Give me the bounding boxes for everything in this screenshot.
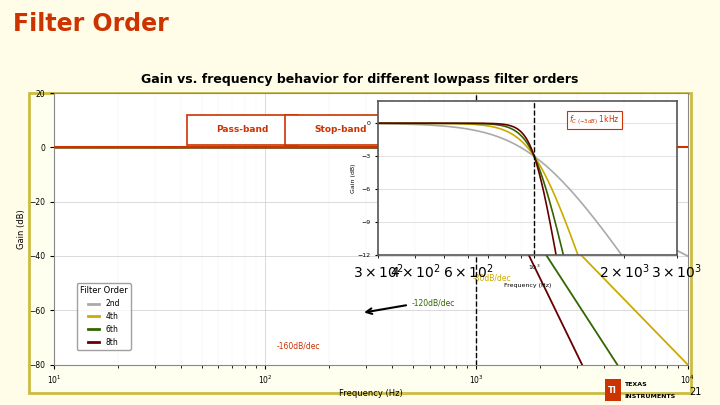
- Line: 4th: 4th: [54, 147, 688, 364]
- Text: TEXAS: TEXAS: [624, 382, 647, 387]
- 2nd: [603, 212, 611, 217]
- 2nd: [292, 145, 301, 150]
- 8th: [292, 145, 301, 150]
- Text: Gain vs. frequency behavior for different lowpass filter orders: Gain vs. frequency behavior for differen…: [141, 73, 579, 86]
- 4th: [603, 279, 611, 284]
- 8th: [160, 145, 168, 150]
- 6th: [603, 346, 611, 351]
- FancyBboxPatch shape: [285, 115, 396, 145]
- Line: 6th: 6th: [54, 147, 688, 405]
- Text: -80dB/dec: -80dB/dec: [472, 273, 510, 282]
- 2nd: [320, 145, 329, 150]
- Legend: 2nd, 4th, 6th, 8th: 2nd, 4th, 6th, 8th: [77, 284, 131, 350]
- Y-axis label: Gain (dB): Gain (dB): [351, 164, 356, 193]
- 2nd: [683, 254, 692, 258]
- Text: INSTRUMENTS: INSTRUMENTS: [624, 394, 675, 399]
- 6th: [50, 145, 58, 150]
- 6th: [122, 145, 130, 150]
- Y-axis label: Gain (dB): Gain (dB): [17, 209, 26, 249]
- X-axis label: Frequency (Hz): Frequency (Hz): [339, 389, 402, 398]
- 2nd: [50, 145, 58, 150]
- Text: Filter Order: Filter Order: [13, 12, 168, 36]
- 4th: [683, 362, 692, 367]
- 6th: [320, 145, 329, 150]
- Text: -40dB/dec: -40dB/dec: [532, 230, 571, 239]
- Text: TI: TI: [608, 386, 617, 394]
- Text: $f_{C\ (-3dB)}$ 1kHz: $f_{C\ (-3dB)}$ 1kHz: [570, 113, 620, 127]
- 6th: [160, 145, 168, 150]
- 8th: [50, 145, 58, 150]
- 4th: [671, 349, 680, 354]
- Line: 2nd: 2nd: [54, 147, 688, 256]
- 4th: [320, 145, 329, 150]
- 4th: [50, 145, 58, 150]
- 2nd: [671, 247, 680, 252]
- 4th: [160, 145, 168, 150]
- 4th: [122, 145, 130, 150]
- FancyBboxPatch shape: [187, 115, 298, 145]
- X-axis label: Frequency (Hz): Frequency (Hz): [504, 283, 551, 288]
- Text: Stop-band: Stop-band: [314, 125, 366, 134]
- FancyBboxPatch shape: [605, 379, 621, 401]
- Text: 21: 21: [690, 387, 702, 397]
- 8th: [320, 145, 329, 150]
- Text: -120dB/dec: -120dB/dec: [412, 299, 455, 308]
- 8th: [122, 145, 130, 150]
- 2nd: [160, 145, 168, 150]
- Text: -160dB/dec: -160dB/dec: [276, 341, 320, 350]
- 4th: [292, 145, 301, 150]
- 6th: [292, 145, 301, 150]
- 2nd: [122, 145, 130, 150]
- FancyBboxPatch shape: [29, 93, 691, 393]
- Line: 8th: 8th: [54, 147, 688, 405]
- Text: Pass-band: Pass-band: [216, 125, 269, 134]
